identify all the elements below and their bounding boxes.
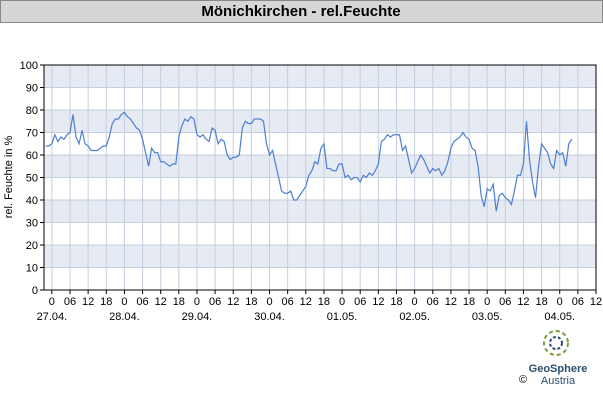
y-tick-label: 10	[26, 263, 38, 275]
x-tick-label: 06	[209, 296, 221, 308]
grid-band	[44, 200, 596, 223]
logo-sub: Austria	[541, 375, 576, 387]
x-tick-label: 18	[100, 296, 112, 308]
x-tick-label: 12	[155, 296, 167, 308]
x-tick-label: 06	[572, 296, 584, 308]
x-tick-label: 12	[590, 296, 602, 308]
logo-mark	[543, 330, 569, 356]
y-tick-label: 60	[26, 150, 38, 162]
x-tick-label: 18	[318, 296, 330, 308]
date-label: 29.04.	[182, 311, 213, 323]
x-tick-label: 0	[412, 296, 418, 308]
x-tick-label: 0	[557, 296, 563, 308]
x-tick-label: 0	[484, 296, 490, 308]
data-line	[45, 111, 573, 212]
x-tick-label: 12	[372, 296, 384, 308]
logo-mark	[549, 336, 563, 350]
grid-band	[44, 155, 596, 178]
date-label: 01.05.	[327, 311, 358, 323]
logo-name: GeoSphere	[529, 363, 588, 375]
y-tick-label: 0	[32, 285, 38, 297]
x-tick-label: 0	[266, 296, 272, 308]
x-tick-label: 18	[535, 296, 547, 308]
copyright: ©	[519, 374, 527, 386]
x-tick-label: 12	[517, 296, 529, 308]
x-tick-label: 06	[282, 296, 294, 308]
x-tick-label: 0	[49, 296, 55, 308]
y-tick-label: 70	[26, 128, 38, 140]
y-tick-label: 80	[26, 105, 38, 117]
date-label: 04.05.	[544, 311, 575, 323]
chart-title: Mönichkirchen - rel.Feuchte	[201, 3, 400, 20]
y-tick-label: 50	[26, 173, 38, 185]
x-tick-label: 18	[173, 296, 185, 308]
date-label: 30.04.	[254, 311, 285, 323]
x-tick-label: 06	[64, 296, 76, 308]
x-tick-label: 0	[339, 296, 345, 308]
y-tick-label: 100	[20, 60, 38, 72]
x-tick-label: 18	[245, 296, 257, 308]
date-label: 28.04.	[109, 311, 140, 323]
x-tick-label: 18	[390, 296, 402, 308]
grid-band	[44, 65, 596, 88]
y-tick-label: 90	[26, 83, 38, 95]
x-tick-label: 0	[194, 296, 200, 308]
y-tick-label: 30	[26, 218, 38, 230]
x-tick-label: 12	[445, 296, 457, 308]
date-label: 02.05.	[399, 311, 430, 323]
x-tick-label: 06	[136, 296, 148, 308]
x-tick-label: 12	[227, 296, 239, 308]
grid-band	[44, 245, 596, 268]
x-tick-label: 12	[300, 296, 312, 308]
date-label: 27.04.	[37, 311, 68, 323]
plot-frame	[43, 64, 597, 291]
x-tick-label: 06	[499, 296, 511, 308]
x-tick-label: 12	[82, 296, 94, 308]
date-label: 03.05.	[472, 311, 503, 323]
logo: GeoSphere Austria ©	[519, 330, 588, 387]
y-axis-label: rel. Feuchte in %	[3, 136, 15, 219]
x-tick-label: 06	[427, 296, 439, 308]
x-tick-label: 18	[463, 296, 475, 308]
y-tick-label: 20	[26, 240, 38, 252]
x-tick-label: 06	[354, 296, 366, 308]
grid-band	[44, 110, 596, 133]
x-tick-label: 0	[121, 296, 127, 308]
y-tick-label: 40	[26, 195, 38, 207]
